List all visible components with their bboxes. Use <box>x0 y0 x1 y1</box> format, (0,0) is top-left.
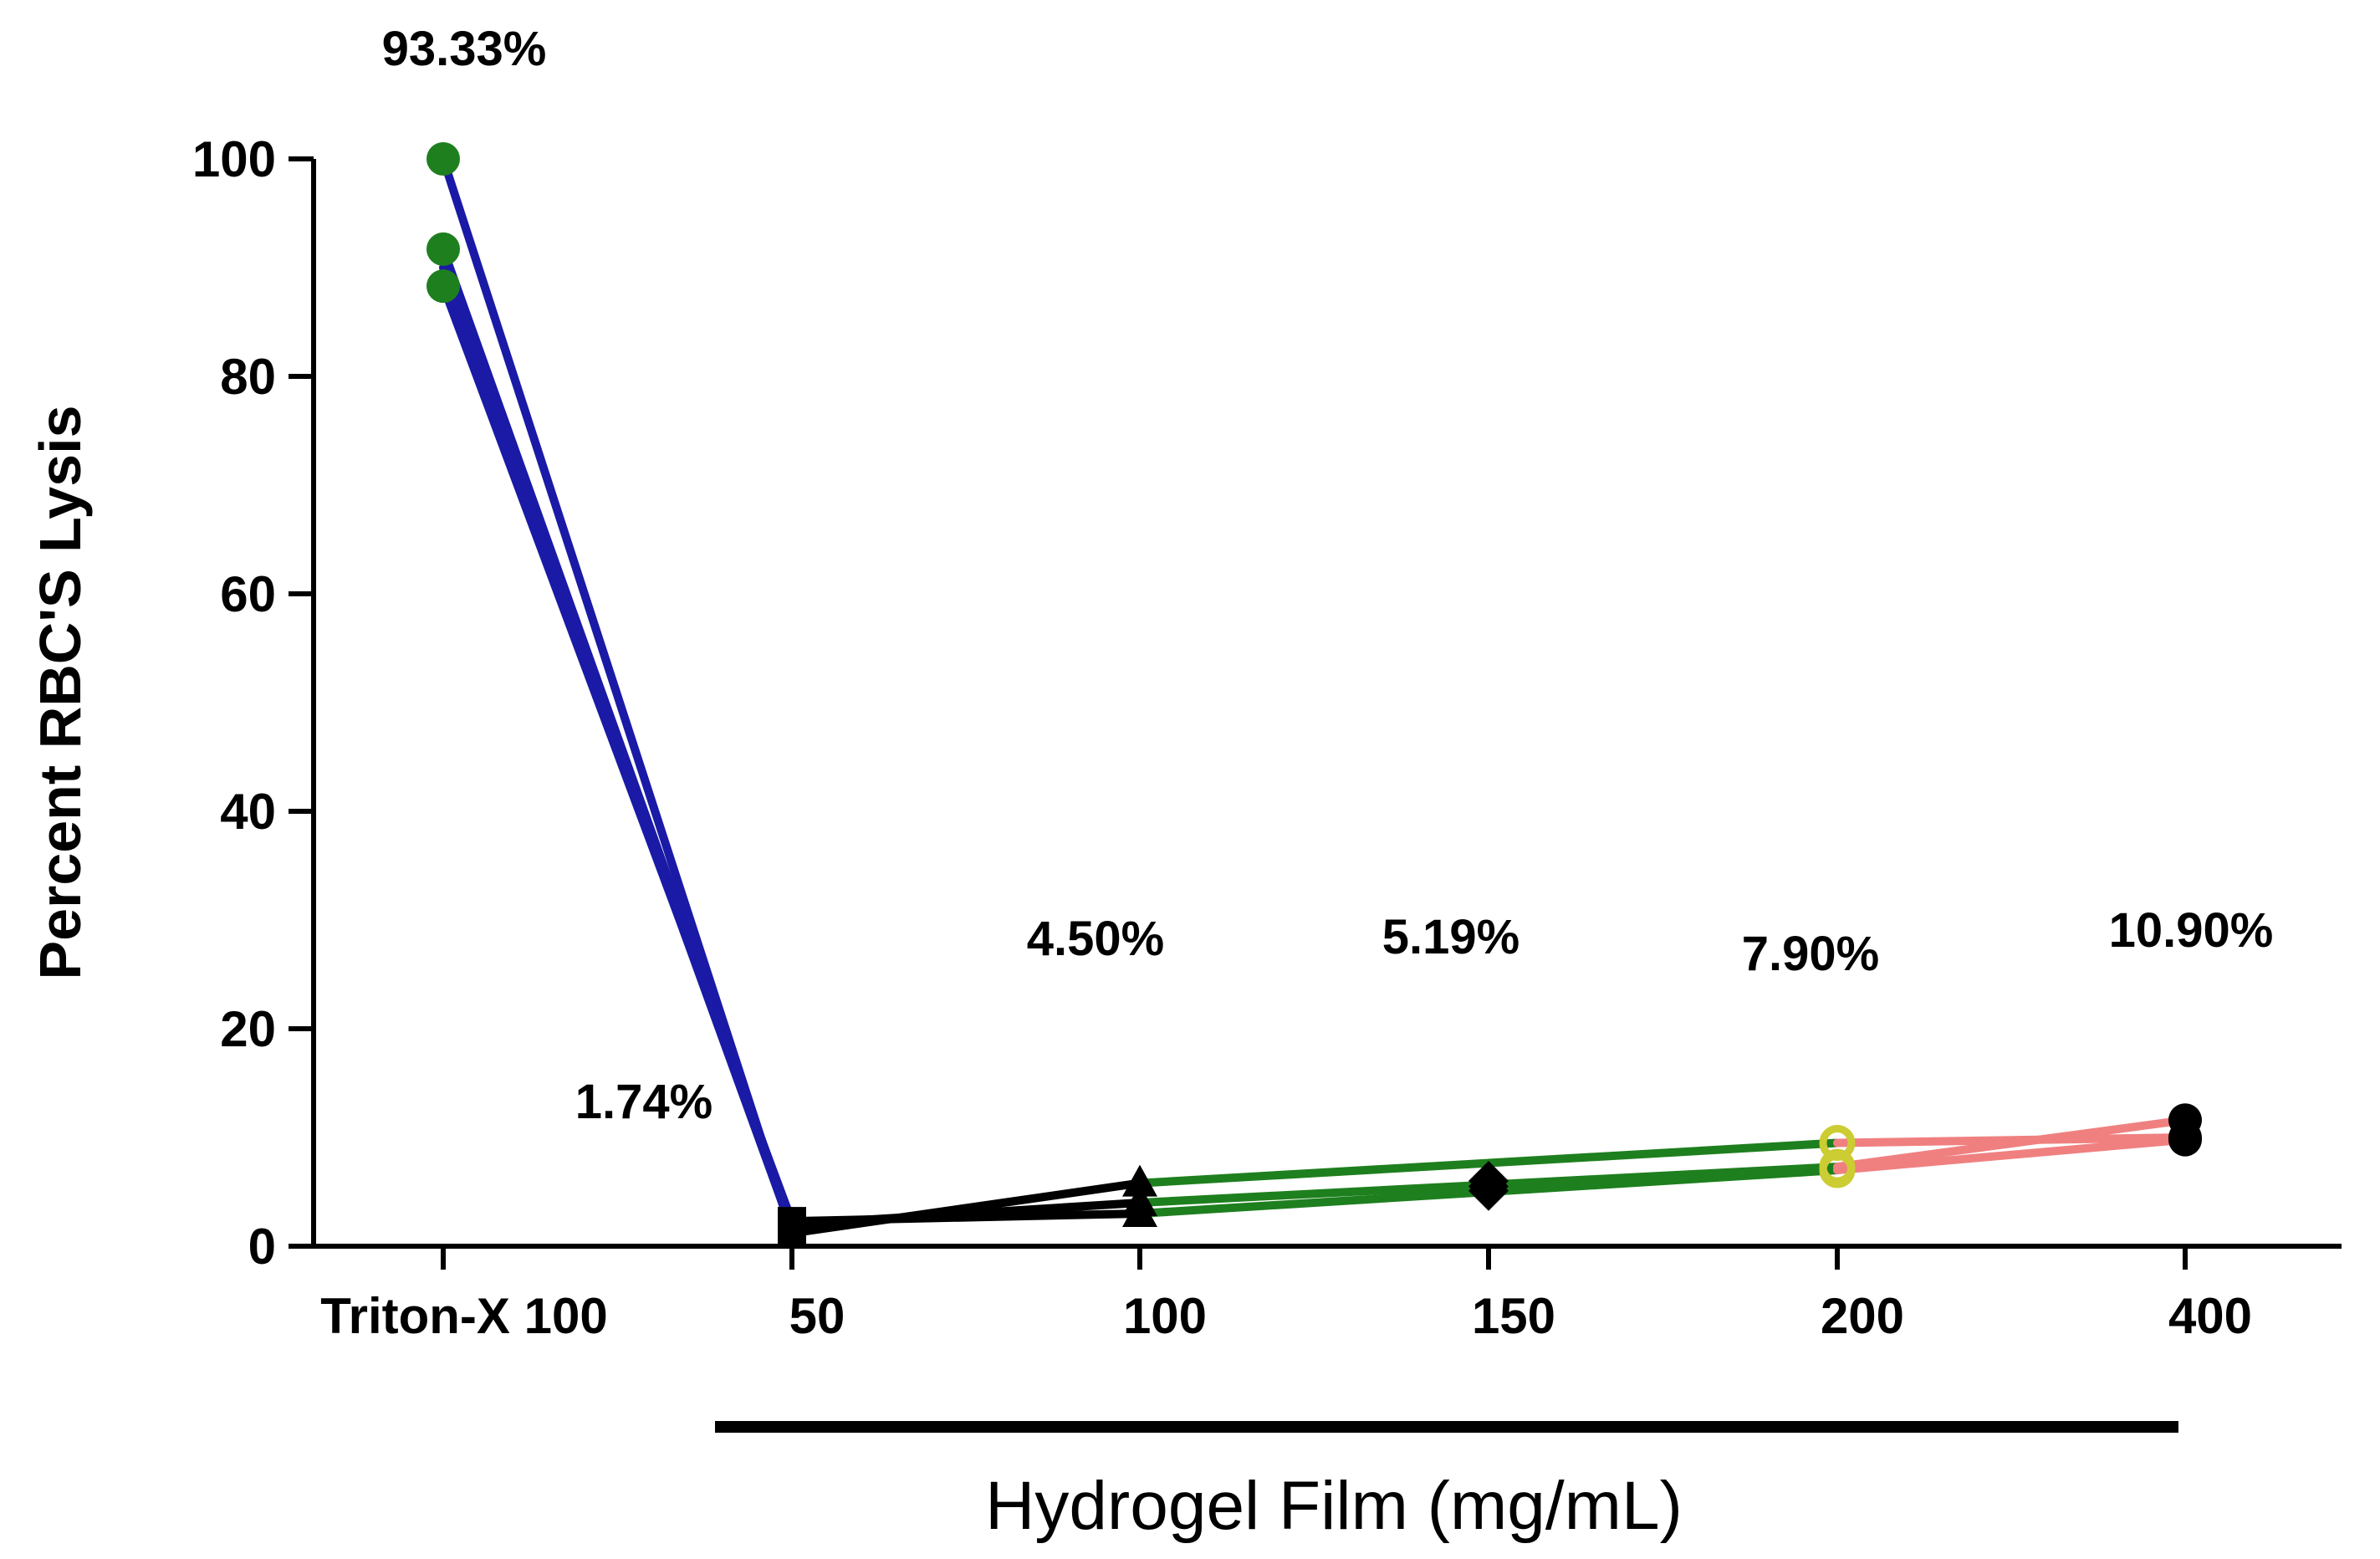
x-tick-labels: Triton-X 100 50 100 150 200 400 <box>320 1288 2252 1344</box>
data-point-marker <box>426 232 460 266</box>
data-point-marker <box>1122 1164 1157 1197</box>
percent-annotation: 4.50% <box>1027 912 1164 966</box>
percent-annotation: 93.33% <box>382 22 547 76</box>
y-tick-labels: 0 20 40 60 80 100 <box>192 131 276 1275</box>
data-point-marker <box>426 142 460 176</box>
data-point-marker <box>778 1207 806 1236</box>
percent-annotations: 93.33% 1.74% 4.50% 5.19% 7.90% 10.90% <box>382 22 2274 1129</box>
series-lines <box>439 155 2189 1238</box>
percent-annotation: 7.90% <box>1742 927 1879 981</box>
y-tick-label: 100 <box>192 131 276 187</box>
data-point-marker <box>1122 1195 1157 1227</box>
y-tick-label: 0 <box>248 1219 276 1275</box>
data-points <box>426 142 2202 1248</box>
series-line <box>788 1209 1144 1226</box>
x-tick-label: 100 <box>1123 1288 1207 1344</box>
x-tick-label: 200 <box>1821 1288 1904 1344</box>
x-tick-label: 400 <box>2168 1288 2252 1344</box>
percent-annotation: 1.74% <box>575 1075 712 1129</box>
y-tick-label: 40 <box>220 784 276 840</box>
axes <box>289 156 2342 1270</box>
data-point-marker <box>1819 1152 1856 1188</box>
percent-annotation: 5.19% <box>1382 910 1519 964</box>
x-tick-label: 50 <box>789 1288 845 1344</box>
series-line <box>439 263 796 1234</box>
series-line <box>1833 1116 2189 1172</box>
series-line <box>1833 1135 2189 1174</box>
percent-annotation: 10.90% <box>2109 903 2274 958</box>
data-point-marker <box>1468 1170 1509 1211</box>
y-tick-label: 20 <box>220 1001 276 1057</box>
x-tick-label: Triton-X 100 <box>320 1288 607 1344</box>
x-tick-label: 150 <box>1472 1288 1555 1344</box>
y-axis-label: Percent RBC'S Lysis <box>28 405 93 979</box>
x-axis-label: Hydrogel Film (mg/mL) <box>985 1468 1683 1544</box>
data-point-marker <box>426 269 460 304</box>
data-point-marker <box>2168 1122 2202 1157</box>
y-tick-label: 80 <box>220 349 276 405</box>
y-tick-label: 60 <box>220 566 276 622</box>
